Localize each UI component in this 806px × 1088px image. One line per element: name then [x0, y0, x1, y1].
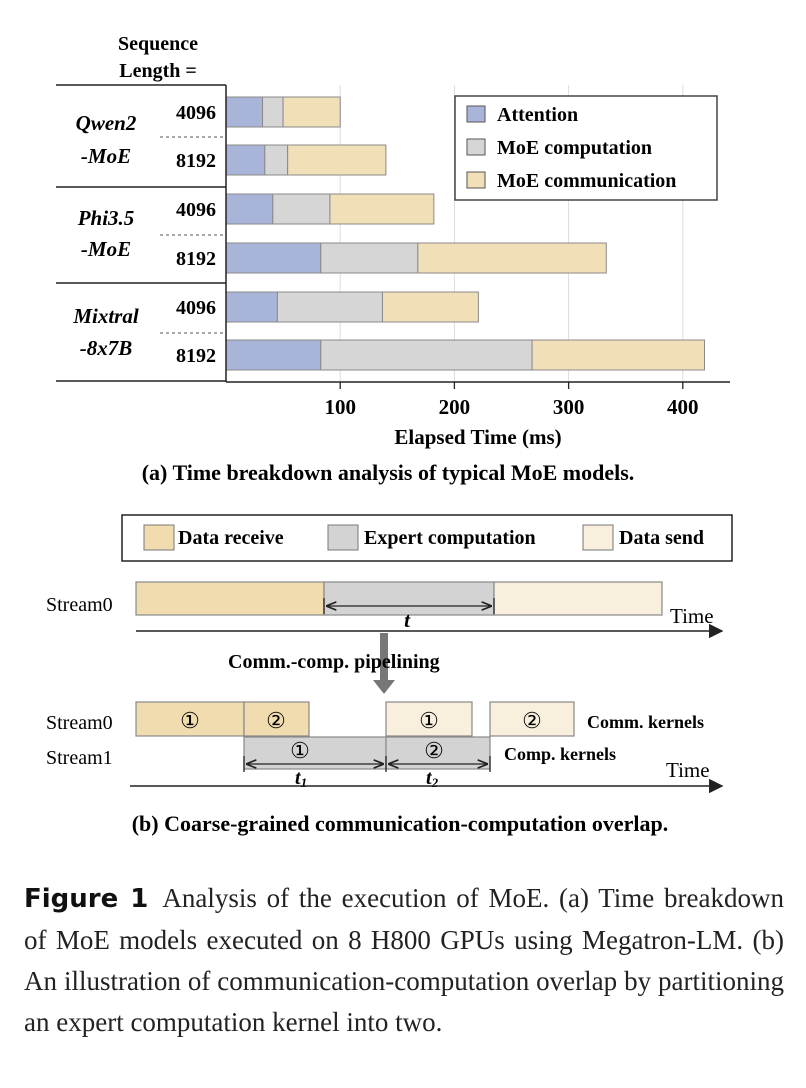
bar-segment-moe-computation — [272, 193, 331, 225]
legend-swatch-attention — [466, 105, 486, 123]
x-axis-label: Elapsed Time (ms) — [394, 425, 561, 449]
stream0-label-bottom: Stream0 — [46, 712, 113, 734]
figure-caption: Figure 1 Analysis of the execution of MoE… — [24, 878, 784, 1043]
x-tick-label: 300 — [553, 395, 585, 419]
receive-chunk-2 — [243, 701, 310, 737]
send-chunk-2-label: ② — [522, 708, 542, 733]
comm-kernels-label: Comm. kernels — [587, 712, 704, 732]
send-chunk-1 — [385, 701, 473, 737]
bar-segment-moe-communication — [417, 242, 607, 274]
group-label-mixtral: Mixtral — [72, 304, 139, 328]
data-send-block — [493, 581, 663, 616]
pipelining-label: Comm.-comp. pipelining — [228, 651, 440, 673]
time-breakdown-chart: Sequence Length = Qwen2 -MoE Phi3.5 -MoE… — [56, 33, 730, 485]
t1-label: t1 — [295, 767, 307, 790]
compute-chunk-2-label: ② — [424, 738, 444, 763]
caption-text: Analysis of the execution of MoE. (a) Ti… — [24, 883, 784, 1037]
time-label-top: Time — [670, 604, 714, 628]
compute-chunk-1-label: ① — [290, 738, 310, 763]
bar-segment-moe-communication — [531, 339, 705, 371]
receive-chunk-1-label: ① — [180, 708, 200, 733]
pipelining-arrow-shaft — [380, 633, 388, 683]
legend-label-data-send: Data send — [619, 527, 704, 549]
receive-chunk-1 — [135, 701, 245, 737]
stream0-label-top: Stream0 — [46, 594, 113, 616]
panel-a-title: (a) Time breakdown analysis of typical M… — [142, 460, 635, 485]
bar-segment-moe-communication — [381, 291, 479, 323]
data-receive-block — [135, 581, 325, 616]
send-chunk-1-label: ① — [419, 708, 439, 733]
x-tick-label: 100 — [324, 395, 356, 419]
bar-segment-moe-computation — [320, 242, 419, 274]
figure-canvas: Sequence Length = Qwen2 -MoE Phi3.5 -MoE… — [46, 33, 733, 836]
legend-label-data-receive: Data receive — [178, 527, 284, 549]
send-chunk-2 — [489, 701, 575, 737]
seq-length-label: 4096 — [176, 297, 216, 319]
diagram-legend-box — [121, 514, 733, 562]
bar-segment-attention — [225, 96, 264, 128]
legend-label-attention: Attention — [497, 104, 578, 126]
bar-segment-moe-communication — [329, 193, 435, 225]
bar-segment-moe-communication — [287, 144, 387, 176]
bar-segment-attention — [225, 242, 322, 274]
legend: Attention MoE computation MoE communicat… — [454, 95, 718, 201]
legend-label-moe-computation: MoE computation — [497, 137, 652, 159]
seq-length-label: 8192 — [176, 150, 216, 172]
legend-swatch-moe-computation — [466, 138, 486, 156]
bar-segment-attention — [225, 339, 322, 371]
bar-segment-moe-communication — [282, 96, 341, 128]
bar-segment-attention — [225, 193, 274, 225]
sequence-header-line1: Sequence — [118, 33, 198, 55]
bar-segment-moe-computation — [320, 339, 533, 371]
t-label: t — [404, 608, 411, 632]
x-tick-label: 400 — [667, 395, 699, 419]
t2-label: t2 — [426, 767, 439, 790]
bar-segment-moe-computation — [262, 96, 284, 128]
legend-swatch-data-send — [582, 524, 614, 551]
time-label-bottom: Time — [666, 758, 710, 782]
group-label-phi35: Phi3.5 — [77, 206, 135, 230]
legend-box — [454, 95, 718, 201]
bar-segment-attention — [225, 144, 266, 176]
group-label-phi35-moe: -MoE — [81, 237, 131, 261]
seq-length-label: 4096 — [176, 199, 216, 221]
stream1-label: Stream1 — [46, 747, 113, 769]
legend-swatch-moe-communication — [466, 171, 486, 189]
comp-kernels-label: Comp. kernels — [504, 744, 616, 764]
caption-label: Figure 1 — [24, 884, 149, 914]
overlap-diagram: Data receive Expert computation Data sen… — [46, 514, 733, 836]
seq-length-label: 8192 — [176, 345, 216, 367]
group-label-qwen2-moe: -MoE — [81, 144, 131, 168]
x-tick-label: 200 — [439, 395, 471, 419]
legend-swatch-data-receive — [143, 524, 175, 551]
bar-segment-moe-computation — [276, 291, 383, 323]
legend-label-moe-communication: MoE communication — [497, 170, 676, 192]
legend-label-expert-computation: Expert computation — [364, 527, 536, 549]
panel-b-title: (b) Coarse-grained communication-computa… — [132, 811, 669, 836]
bar-segment-attention — [225, 291, 278, 323]
pipelining-arrow-icon — [373, 680, 395, 694]
bar-segment-moe-computation — [264, 144, 289, 176]
group-label-qwen2: Qwen2 — [76, 111, 137, 135]
seq-length-label: 8192 — [176, 248, 216, 270]
legend-swatch-expert-computation — [327, 524, 359, 551]
receive-chunk-2-label: ② — [266, 708, 286, 733]
sequence-header-line2: Length = — [119, 60, 197, 82]
group-label-mixtral-8x7b: -8x7B — [80, 336, 133, 360]
seq-length-label: 4096 — [176, 102, 216, 124]
